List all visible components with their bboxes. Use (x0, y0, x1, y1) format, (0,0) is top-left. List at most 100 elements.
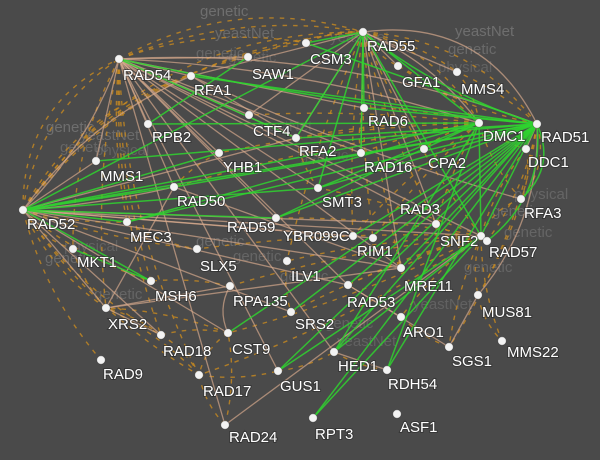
network-node[interactable] (194, 370, 204, 380)
node-label: MKT1 (77, 254, 117, 271)
dashed-orange-edge (227, 235, 482, 334)
network-node[interactable] (329, 347, 339, 357)
solid-tan-edge (222, 285, 231, 334)
network-node[interactable] (282, 256, 292, 266)
network-node[interactable] (368, 233, 378, 243)
dashed-orange-edge (22, 209, 200, 376)
solid-tan-edge (22, 209, 292, 313)
network-node[interactable] (431, 219, 441, 229)
network-node[interactable] (273, 366, 283, 376)
network-node[interactable] (186, 71, 196, 81)
network-node[interactable] (358, 27, 368, 37)
solid-green-edge (126, 123, 538, 223)
network-node[interactable] (392, 409, 402, 419)
node-label: MSH6 (155, 288, 197, 305)
watermark-text: physical (438, 59, 492, 76)
node-label: ILV1 (291, 268, 321, 285)
solid-green-edge (363, 107, 538, 125)
dashed-orange-edge (362, 31, 482, 237)
dashed-orange-edge (224, 332, 233, 426)
network-node[interactable] (146, 276, 156, 286)
solid-green-edge (22, 31, 364, 211)
node-label: RFA1 (194, 82, 232, 99)
dashed-orange-edge (160, 329, 229, 336)
solid-tan-edge (248, 31, 364, 116)
solid-green-edge (362, 31, 482, 237)
network-node[interactable] (476, 231, 486, 241)
solid-green-edge (305, 31, 364, 44)
solid-green-edge (352, 123, 538, 237)
dashed-orange-edge (22, 75, 192, 211)
network-node[interactable] (18, 205, 28, 215)
solid-green-edge (386, 122, 480, 371)
network-node[interactable] (96, 355, 106, 365)
network-node[interactable] (68, 244, 78, 254)
network-node[interactable] (122, 217, 132, 227)
network-node[interactable] (497, 336, 507, 346)
network-node[interactable] (396, 263, 406, 273)
network-node[interactable] (382, 365, 392, 375)
solid-green-edge (22, 209, 128, 223)
network-node[interactable] (308, 413, 318, 423)
network-node[interactable] (393, 61, 403, 71)
network-node[interactable] (271, 213, 281, 223)
network-node[interactable] (91, 156, 101, 166)
network-node[interactable] (101, 303, 111, 313)
network-node[interactable] (169, 182, 179, 192)
solid-green-edge (480, 123, 538, 237)
watermark-text: genetic (233, 248, 282, 265)
dashed-orange-edge (286, 235, 482, 262)
network-node[interactable] (359, 103, 369, 113)
solid-tan-edge (105, 285, 231, 309)
network-node[interactable] (192, 244, 202, 254)
solid-tan-edge (22, 209, 349, 286)
solid-green-edge (22, 209, 152, 282)
dashed-orange-edge (362, 31, 458, 73)
network-node[interactable] (223, 328, 233, 338)
network-node[interactable] (452, 67, 462, 77)
network-node[interactable] (214, 148, 224, 158)
network-node[interactable] (444, 342, 454, 352)
network-node[interactable] (521, 144, 531, 154)
network-node[interactable] (243, 52, 253, 62)
network-node[interactable] (291, 133, 301, 143)
solid-tan-edge (105, 307, 162, 336)
network-node[interactable] (482, 236, 492, 246)
network-node[interactable] (419, 144, 429, 154)
solid-green-edge (333, 122, 480, 353)
network-node[interactable] (156, 330, 166, 340)
network-node[interactable] (114, 54, 124, 64)
node-label: RIM1 (357, 243, 393, 260)
solid-green-edge (520, 123, 545, 200)
solid-green-edge (290, 123, 538, 313)
network-node[interactable] (220, 420, 230, 430)
network-node[interactable] (286, 307, 296, 317)
network-node[interactable] (396, 312, 406, 322)
dashed-orange-edge (474, 235, 482, 296)
dashed-orange-edge (363, 107, 480, 124)
network-node[interactable] (225, 281, 235, 291)
network-node[interactable] (313, 183, 323, 193)
solid-tan-edge (190, 31, 364, 77)
node-label: RAD16 (364, 159, 412, 176)
network-node[interactable] (473, 290, 483, 300)
node-label: YBR099C (283, 228, 350, 245)
solid-tan-edge (22, 58, 120, 211)
network-node[interactable] (143, 119, 153, 129)
network-node[interactable] (244, 110, 254, 120)
node-label: CPA2 (428, 155, 466, 172)
network-node[interactable] (348, 231, 358, 241)
node-label: ASF1 (400, 419, 438, 436)
dashed-orange-edge (198, 235, 482, 376)
network-node[interactable] (343, 280, 353, 290)
watermark-text: yeastNet (455, 23, 515, 40)
network-node[interactable] (474, 118, 484, 128)
network-node[interactable] (516, 194, 526, 204)
edge-layer-dashed-orange (22, 17, 542, 426)
network-node[interactable] (356, 148, 366, 158)
network-node[interactable] (301, 38, 311, 48)
network-node[interactable] (532, 119, 542, 129)
dashed-orange-edge (22, 58, 120, 211)
